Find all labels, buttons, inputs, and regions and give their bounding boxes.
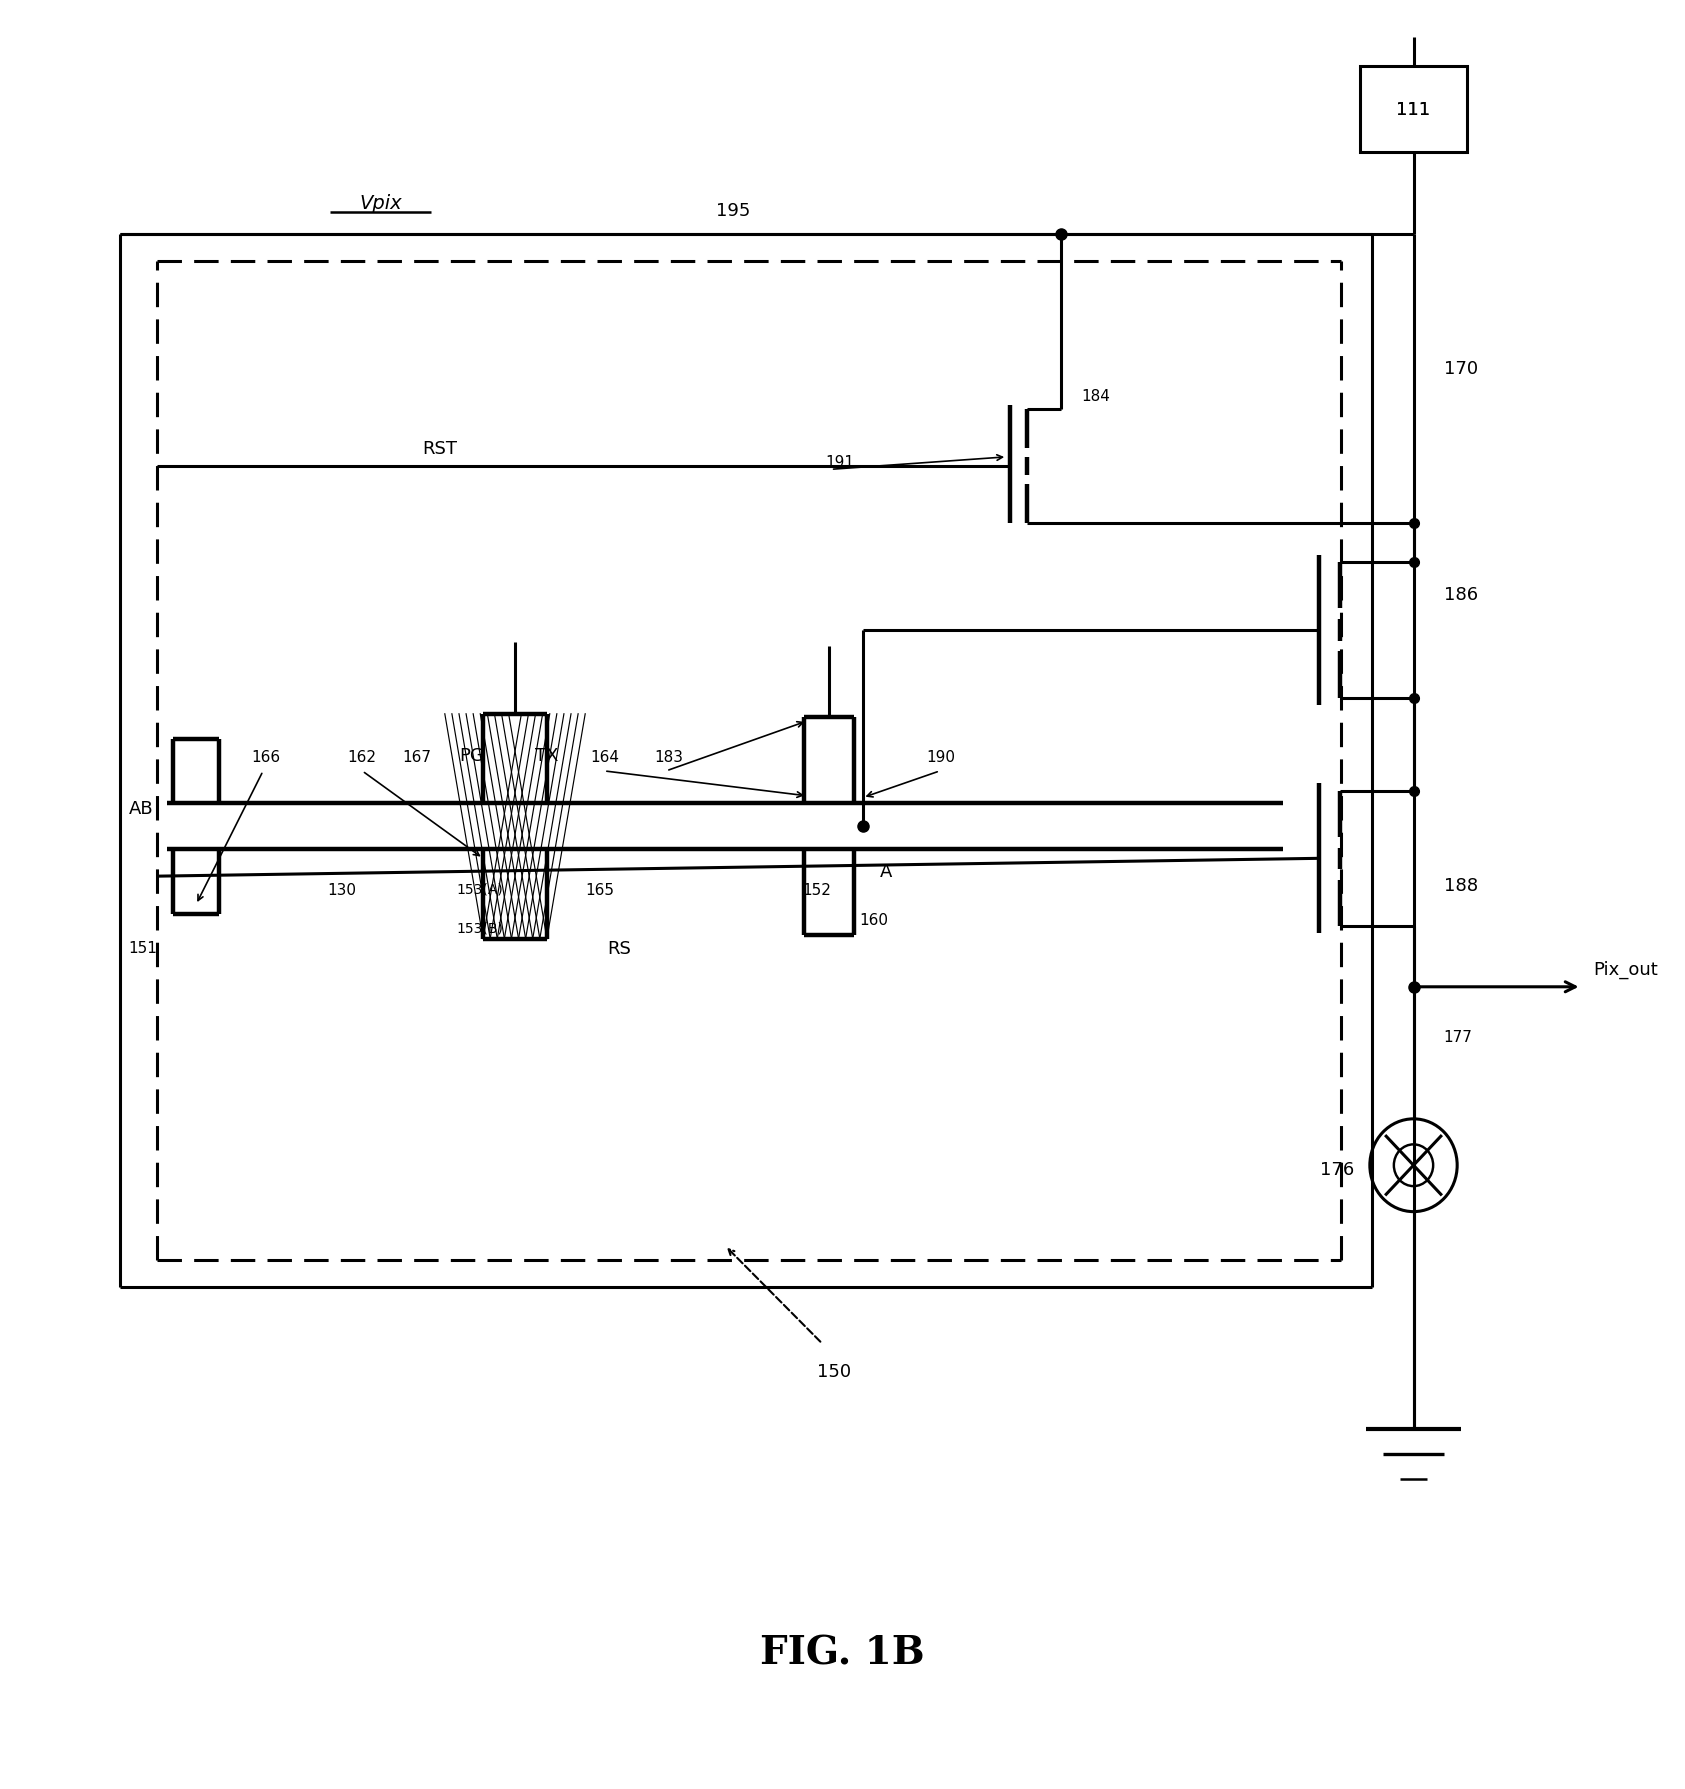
Text: A: A <box>880 862 891 880</box>
Text: 186: 186 <box>1444 585 1478 605</box>
Text: 170: 170 <box>1444 360 1478 377</box>
Text: 188: 188 <box>1444 877 1478 894</box>
Bar <box>1360 66 1468 152</box>
Text: Vpix: Vpix <box>359 195 403 213</box>
Text: PG: PG <box>460 746 484 764</box>
Text: AB: AB <box>130 800 153 818</box>
Text: 162: 162 <box>347 750 376 764</box>
Text: 167: 167 <box>403 750 431 764</box>
Text: 164: 164 <box>590 750 620 764</box>
Text: 150: 150 <box>817 1361 851 1379</box>
Text: 176: 176 <box>1321 1159 1355 1179</box>
Text: 153(B): 153(B) <box>457 921 504 936</box>
Text: RST: RST <box>423 440 458 458</box>
Text: 153(A): 153(A) <box>457 882 504 896</box>
Text: 111: 111 <box>1397 100 1431 118</box>
Text: Pix_out: Pix_out <box>1594 961 1658 979</box>
Text: 152: 152 <box>802 882 831 896</box>
Text: 195: 195 <box>716 202 750 220</box>
Text: 160: 160 <box>859 912 888 927</box>
Text: 184: 184 <box>1082 388 1110 404</box>
Text: FIG. 1B: FIG. 1B <box>760 1633 925 1671</box>
Text: 177: 177 <box>1444 1030 1473 1045</box>
Text: 151: 151 <box>128 941 158 955</box>
Text: TX: TX <box>536 746 559 764</box>
Text: 166: 166 <box>251 750 280 764</box>
Text: 111: 111 <box>1397 100 1431 118</box>
Text: RS: RS <box>607 939 632 957</box>
Text: 183: 183 <box>654 750 684 764</box>
Text: 191: 191 <box>826 454 854 471</box>
Text: 190: 190 <box>927 750 955 764</box>
Text: 165: 165 <box>586 882 615 896</box>
Text: 130: 130 <box>327 882 356 896</box>
